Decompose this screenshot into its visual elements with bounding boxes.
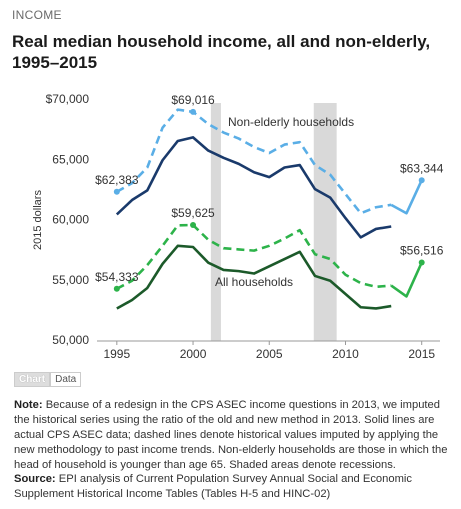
chart-title: Real median household income, all and no… xyxy=(12,32,431,72)
data-tab[interactable]: Data xyxy=(50,372,82,387)
series-line xyxy=(116,223,392,290)
data-point xyxy=(113,188,120,195)
x-tick-label: 2015 xyxy=(408,347,435,361)
series-line xyxy=(115,136,392,239)
x-tick-label: 2010 xyxy=(332,347,359,361)
series-line xyxy=(390,179,423,215)
series-line xyxy=(390,261,423,298)
data-label: $59,625 xyxy=(171,206,215,220)
data-point xyxy=(190,108,197,115)
y-tick-label: 50,000 xyxy=(52,333,89,347)
section-header: INCOME xyxy=(12,8,62,22)
source-text: EPI analysis of Current Population Surve… xyxy=(14,473,412,500)
note-text: Because of a redesign in the CPS ASEC in… xyxy=(14,399,448,471)
source: Source: EPI analysis of Current Populati… xyxy=(14,472,450,502)
y-tick-label: 55,000 xyxy=(52,273,89,287)
chart-tab[interactable]: Chart xyxy=(14,372,51,387)
y-tick-label: 60,000 xyxy=(52,213,89,227)
data-point xyxy=(418,177,425,184)
y-axis-label: 2015 dollars xyxy=(32,190,44,250)
source-label: Source: xyxy=(14,473,56,485)
data-point xyxy=(190,222,197,229)
note-label: Note: xyxy=(14,399,43,411)
data-point xyxy=(418,259,425,266)
note: Note: Because of a redesign in the CPS A… xyxy=(14,398,450,473)
data-label: $56,516 xyxy=(400,244,444,258)
series-line xyxy=(116,244,392,310)
view-tabs: Chart Data xyxy=(14,372,82,387)
data-label: $54,333 xyxy=(95,270,139,284)
y-tick-label: 65,000 xyxy=(52,152,89,166)
x-tick-label: 1995 xyxy=(103,347,130,361)
data-label: $69,016 xyxy=(171,93,215,107)
recession-band xyxy=(210,103,221,341)
data-label: $63,344 xyxy=(400,161,444,175)
x-tick-label: 2005 xyxy=(256,347,283,361)
data-label: $62,383 xyxy=(95,173,139,187)
y-tick-label: $70,000 xyxy=(46,92,90,106)
x-tick-label: 2000 xyxy=(180,347,207,361)
recession-band xyxy=(313,103,337,341)
series-label: Non-elderly households xyxy=(228,115,354,129)
data-point xyxy=(113,285,120,292)
series-line xyxy=(116,108,392,215)
series-label: All households xyxy=(215,275,293,289)
chart: 2015 dollars 50,000 55,000 60,000 65,000 $70… xyxy=(32,92,444,361)
